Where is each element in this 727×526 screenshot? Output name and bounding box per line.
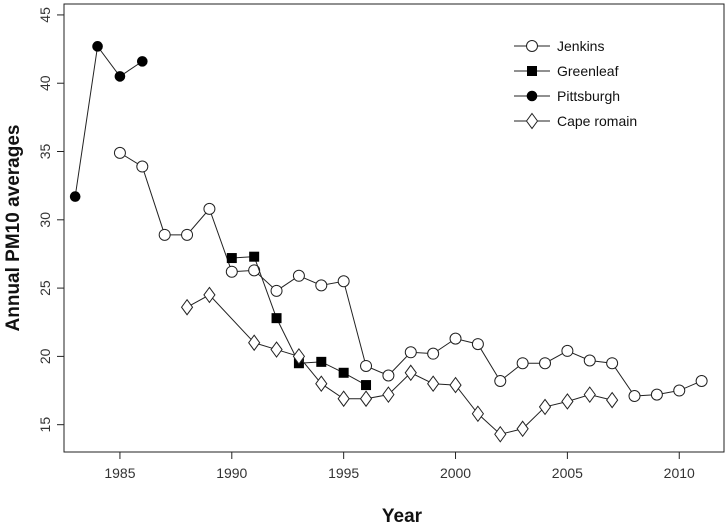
data-point-jenkins bbox=[471, 338, 484, 351]
legend-label: Greenleaf bbox=[557, 63, 619, 79]
data-point-greenleaf bbox=[271, 313, 282, 324]
series-layer bbox=[69, 41, 708, 443]
x-tick-label: 1995 bbox=[328, 465, 359, 481]
data-point-jenkins bbox=[539, 357, 552, 370]
data-point-jenkins bbox=[382, 369, 395, 382]
y-tick-label: 45 bbox=[37, 7, 53, 23]
data-point-cape-romain bbox=[516, 420, 529, 438]
legend-marker bbox=[526, 40, 538, 52]
data-point-greenleaf bbox=[226, 253, 237, 264]
data-point-cape-romain bbox=[292, 348, 306, 365]
data-point-cape-romain bbox=[270, 341, 283, 358]
data-point-jenkins bbox=[225, 265, 238, 278]
data-point-cape-romain bbox=[359, 390, 373, 408]
data-point-jenkins bbox=[315, 279, 328, 292]
data-point-cape-romain bbox=[494, 425, 507, 443]
data-point-pittsburgh bbox=[137, 56, 148, 67]
data-point-jenkins bbox=[404, 346, 417, 359]
x-axis: 1985 1990 1995 2000 2005 2010 bbox=[104, 452, 695, 481]
series-line-pittsburgh bbox=[74, 45, 143, 197]
data-point-jenkins bbox=[516, 357, 529, 370]
legend-marker bbox=[527, 66, 537, 76]
data-point-pittsburgh bbox=[114, 71, 126, 82]
data-point-cape-romain bbox=[471, 405, 485, 423]
legend-item-pittsburgh: Pittsburgh bbox=[514, 88, 620, 104]
y-tick-label: 40 bbox=[37, 75, 53, 91]
data-point-pittsburgh bbox=[92, 41, 103, 52]
legend-marker bbox=[526, 90, 538, 102]
data-point-jenkins bbox=[449, 332, 462, 345]
data-point-jenkins bbox=[292, 269, 305, 282]
y-tick-label: 25 bbox=[37, 280, 53, 296]
data-point-jenkins bbox=[158, 228, 171, 241]
legend-marker bbox=[525, 112, 539, 130]
data-point-jenkins bbox=[360, 359, 373, 372]
data-point-cape-romain bbox=[248, 334, 261, 352]
data-point-jenkins bbox=[695, 374, 708, 387]
data-point-jenkins bbox=[606, 357, 619, 370]
data-point-cape-romain bbox=[606, 391, 619, 409]
data-point-jenkins bbox=[270, 284, 283, 297]
data-point-jenkins bbox=[427, 347, 440, 360]
x-tick-label: 1985 bbox=[104, 465, 135, 481]
data-point-pittsburgh bbox=[69, 191, 81, 202]
data-point-cape-romain bbox=[583, 386, 596, 403]
data-point-jenkins bbox=[181, 228, 194, 241]
legend-item-cape-romain: Cape romain bbox=[514, 112, 637, 130]
data-point-jenkins bbox=[113, 146, 126, 159]
legend: Jenkins Greenleaf Pittsburgh Cape romain bbox=[514, 38, 637, 130]
data-point-cape-romain bbox=[315, 375, 328, 393]
legend-item-greenleaf: Greenleaf bbox=[514, 63, 619, 79]
data-point-greenleaf bbox=[361, 380, 372, 391]
data-point-greenleaf bbox=[338, 367, 349, 378]
series-pittsburgh bbox=[69, 41, 148, 202]
data-point-jenkins bbox=[203, 202, 216, 215]
y-axis-title: Annual PM10 averages bbox=[3, 125, 24, 332]
x-axis-title: Year bbox=[382, 506, 423, 526]
data-point-cape-romain bbox=[203, 286, 216, 304]
data-point-cape-romain bbox=[538, 398, 552, 416]
legend-label: Cape romain bbox=[557, 113, 637, 129]
data-point-jenkins bbox=[583, 354, 596, 367]
data-point-jenkins bbox=[673, 384, 686, 397]
data-point-cape-romain bbox=[337, 390, 350, 408]
x-tick-label: 1990 bbox=[216, 465, 247, 481]
data-point-jenkins bbox=[561, 344, 574, 357]
series-jenkins bbox=[113, 146, 708, 402]
legend-label: Pittsburgh bbox=[557, 88, 620, 104]
data-point-cape-romain bbox=[180, 298, 194, 316]
data-point-jenkins bbox=[650, 388, 663, 401]
data-point-cape-romain bbox=[449, 376, 462, 394]
data-point-greenleaf bbox=[249, 251, 260, 262]
data-point-cape-romain bbox=[382, 386, 395, 403]
data-point-cape-romain bbox=[561, 393, 574, 410]
data-point-jenkins bbox=[136, 160, 149, 173]
data-point-cape-romain bbox=[427, 375, 440, 393]
x-tick-label: 2010 bbox=[664, 465, 695, 481]
y-axis: 15 20 25 30 35 40 45 bbox=[37, 7, 64, 433]
y-tick-label: 35 bbox=[37, 144, 53, 160]
data-point-jenkins bbox=[628, 390, 641, 402]
series-cape-romain bbox=[180, 286, 619, 443]
y-tick-label: 15 bbox=[37, 417, 53, 433]
data-point-jenkins bbox=[337, 275, 350, 288]
x-tick-label: 2005 bbox=[552, 465, 583, 481]
legend-item-jenkins: Jenkins bbox=[514, 38, 604, 54]
data-point-greenleaf bbox=[316, 356, 327, 367]
x-tick-label: 2000 bbox=[440, 465, 471, 481]
data-point-cape-romain bbox=[404, 364, 417, 382]
y-tick-label: 20 bbox=[37, 348, 53, 364]
data-point-jenkins bbox=[494, 374, 507, 387]
plot-frame bbox=[63, 3, 725, 453]
legend-label: Jenkins bbox=[557, 38, 604, 54]
y-tick-label: 30 bbox=[37, 212, 53, 228]
